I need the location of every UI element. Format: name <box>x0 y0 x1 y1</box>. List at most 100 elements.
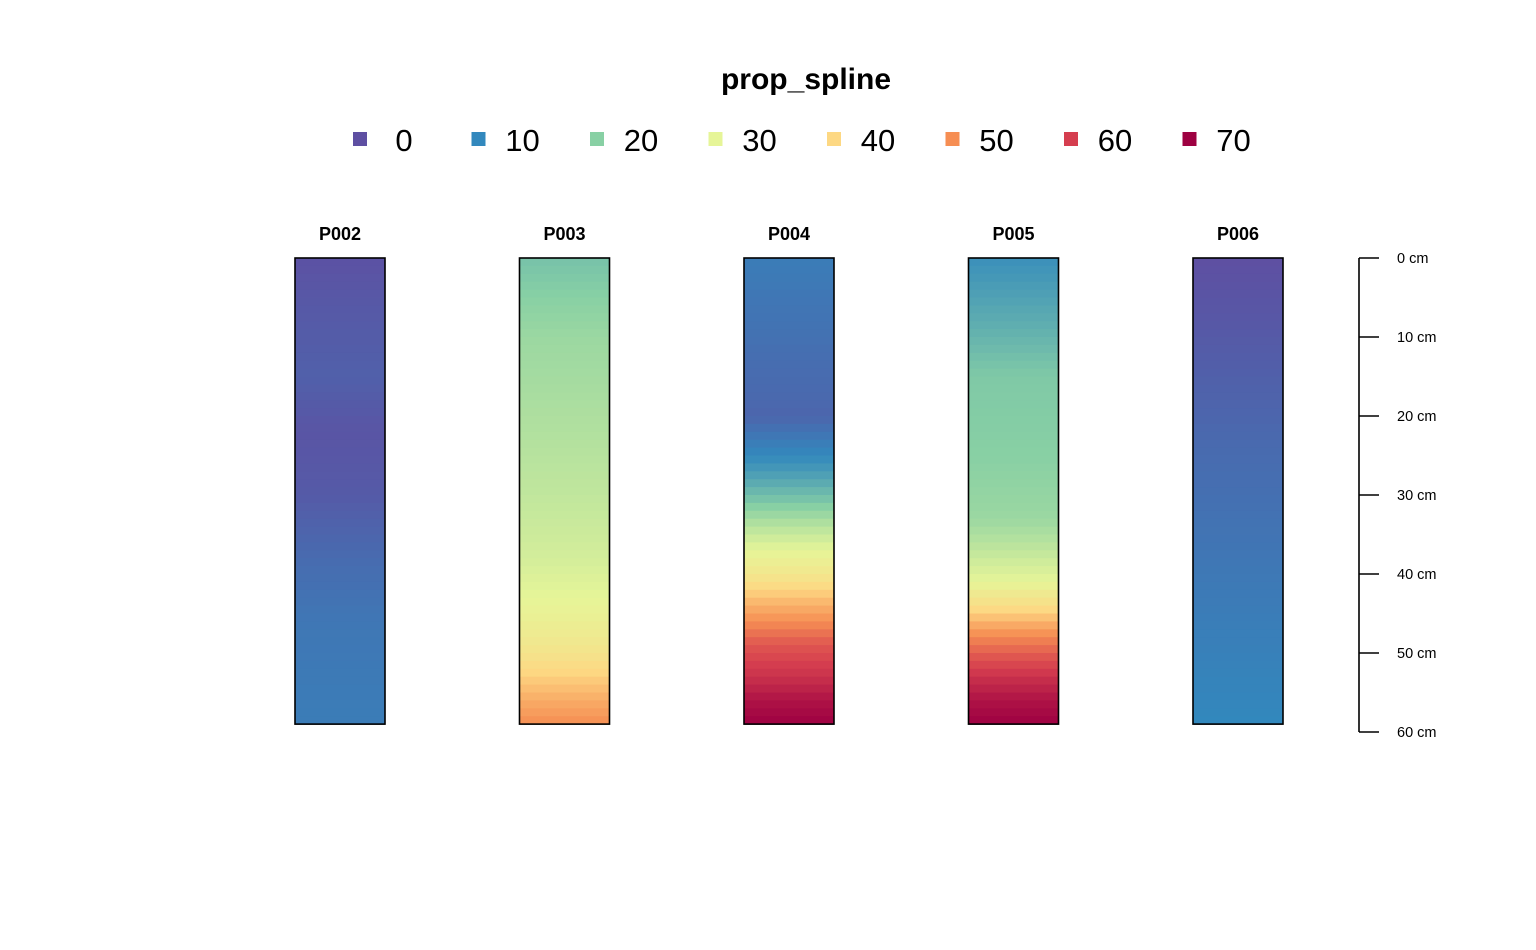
profile-P006-slice <box>1193 352 1283 362</box>
profile-P004-slice <box>744 589 834 599</box>
profile-P002-slice <box>295 408 385 417</box>
profile-P002-slice <box>295 360 385 370</box>
profile-P005-slice <box>968 400 1059 409</box>
profile-P004-slice <box>744 487 834 496</box>
profile-P004-slice <box>744 700 834 709</box>
legend-swatch-70 <box>1182 132 1197 146</box>
profile-P006-slice <box>1193 416 1283 425</box>
profile-P003-slice <box>519 297 610 306</box>
profile-P002-slice <box>295 629 385 638</box>
profile-P006-slice <box>1193 281 1283 291</box>
profile-P005-slice <box>968 629 1059 638</box>
profile-P002-slice <box>295 660 385 670</box>
profile-P005-slice <box>968 550 1059 559</box>
profile-P003-slice <box>519 700 610 709</box>
profile-P006-slice <box>1193 265 1283 275</box>
profile-P003-slice <box>519 692 610 701</box>
legend-swatch-60 <box>1064 132 1078 146</box>
profile-P005-slice <box>968 313 1059 322</box>
profile-P006-slice <box>1193 692 1283 701</box>
profile-P005-slice <box>968 645 1059 654</box>
profile-P003-slice <box>519 510 610 520</box>
profile-P004-slice <box>744 305 834 314</box>
profile-P005-slice <box>968 479 1059 488</box>
profile-P002-slice <box>295 684 385 694</box>
profile-P005-slice <box>968 502 1059 512</box>
profile-P006-slice <box>1193 329 1283 338</box>
profile-label-P006: P006 <box>1217 224 1259 244</box>
depth-tick-label-40: 40 cm <box>1397 567 1437 583</box>
legend-title: prop_spline <box>721 63 891 96</box>
profile-P004-slice <box>744 574 834 583</box>
profile-P002-slice <box>295 542 385 551</box>
depth-tick-label-0: 0 cm <box>1397 251 1428 267</box>
profile-P005-slice <box>968 447 1059 457</box>
profile-P006-slice <box>1193 439 1283 449</box>
profile-P004-slice <box>744 708 834 717</box>
profile-P006-border <box>1192 257 1284 725</box>
profile-P003-slice <box>519 431 610 441</box>
profile-P004-slice <box>744 384 834 393</box>
profile-P006-slice <box>1193 526 1283 536</box>
profile-P003-slice <box>519 589 610 599</box>
profile-P002: P002 <box>294 224 386 725</box>
profile-P003-slice <box>519 518 610 528</box>
profile-P005-slice <box>968 566 1059 575</box>
profile-P005-slice <box>968 574 1059 583</box>
profile-P005-slice <box>968 510 1059 520</box>
profile-P003-slice <box>519 653 610 662</box>
profile-P005-slice <box>968 605 1059 615</box>
profile-P003-slice <box>519 495 610 504</box>
profile-P003-slice <box>519 526 610 536</box>
profile-P002-slice <box>295 653 385 662</box>
profile-P005-slice <box>968 668 1059 678</box>
profile-P005-slice <box>968 487 1059 496</box>
profile-P004-slice <box>744 684 834 694</box>
profile-P003-slice <box>519 439 610 449</box>
profile-P002-slice <box>295 676 385 686</box>
profile-P004-slice <box>744 431 834 441</box>
profile-P003-slice <box>519 392 610 401</box>
profile-P003-slice <box>519 534 610 543</box>
profile-P002-slice <box>295 581 385 591</box>
profile-P002-slice <box>295 518 385 528</box>
profile-P004-slice <box>744 566 834 575</box>
profile-P002-slice <box>295 344 385 354</box>
profile-P002-slice <box>295 368 385 378</box>
profile-P005-slice <box>968 613 1059 622</box>
profile-label-P003: P003 <box>543 224 585 244</box>
profiles: P002 P003 P004 P005 P006 <box>294 224 1284 725</box>
profile-P004-slice <box>744 265 834 275</box>
profile-P005-slice <box>968 431 1059 441</box>
profile-P003-slice <box>519 455 610 464</box>
profile-P003-slice <box>519 337 610 346</box>
profile-P003-slice <box>519 352 610 362</box>
profile-P002-slice <box>295 700 385 709</box>
profile-P003-slice <box>519 368 610 378</box>
profile-P002-slice <box>295 589 385 599</box>
profile-P005-slice <box>968 534 1059 543</box>
profile-P006-slice <box>1193 408 1283 417</box>
profile-P006-slice <box>1193 581 1283 591</box>
profile-P005-slice <box>968 273 1059 283</box>
profile-P004-slice <box>744 645 834 654</box>
profile-P002-slice <box>295 258 385 267</box>
profile-P003-slice <box>519 360 610 370</box>
profile-P004-slice <box>744 337 834 346</box>
profile-P005-slice <box>968 360 1059 370</box>
profile-P006-slice <box>1193 431 1283 441</box>
legend-swatch-50 <box>945 132 960 146</box>
legend-label-30: 30 <box>742 123 776 158</box>
profile-P003-border <box>518 257 611 725</box>
profile-P004-slice <box>744 416 834 425</box>
profile-P002-border <box>294 257 386 725</box>
profile-P005-slice <box>968 321 1059 330</box>
profile-P005-slice <box>968 495 1059 504</box>
profile-P006-slice <box>1193 273 1283 283</box>
profile-P006-slice <box>1193 447 1283 457</box>
legend-swatch-0 <box>353 132 367 146</box>
profile-P006-slice <box>1193 597 1283 607</box>
profile-P004-slice <box>744 613 834 622</box>
profile-P002-slice <box>295 337 385 346</box>
profile-P002-slice <box>295 321 385 330</box>
